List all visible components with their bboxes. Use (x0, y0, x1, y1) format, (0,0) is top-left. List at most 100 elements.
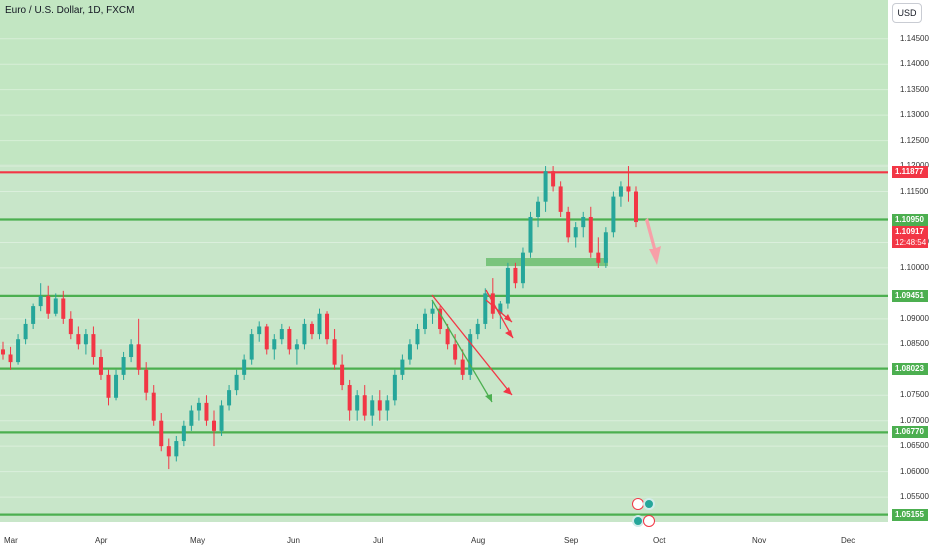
price-tick-label: 1.06000 (900, 466, 929, 476)
bullish-zone-shading (0, 164, 888, 522)
candle-body (596, 252, 601, 263)
price-tick-label: 1.08500 (900, 339, 929, 349)
candles (1, 166, 638, 470)
time-tick-label: Aug (471, 536, 486, 545)
candle-body (38, 295, 43, 307)
level-price-tag: 1.11877 (892, 166, 928, 179)
candle-body (279, 329, 284, 340)
price-tick-label: 1.13000 (900, 110, 929, 120)
candle-body (151, 392, 156, 421)
candle-body (528, 216, 533, 253)
candle-body (309, 323, 314, 335)
candle-body (551, 171, 556, 187)
candle-body (23, 323, 28, 340)
candle-body (264, 326, 269, 350)
candle-body (385, 400, 390, 411)
candle-body (294, 344, 299, 350)
price-tick-label: 1.13500 (900, 84, 929, 94)
candle-body (340, 364, 345, 386)
currency-button[interactable]: USD (892, 3, 922, 23)
arrow-head-2 (485, 394, 492, 402)
time-tick-label: Nov (752, 536, 767, 545)
candle-body (573, 227, 578, 238)
candle-body (377, 400, 382, 411)
candle-body (31, 306, 36, 324)
time-axis-bg (0, 530, 932, 550)
candle-body (212, 420, 216, 431)
price-tick-label: 1.09000 (900, 313, 929, 323)
candle-body (558, 186, 563, 212)
candle-body (370, 400, 375, 416)
candle-body (174, 441, 179, 457)
grid (0, 38, 888, 498)
candle-body (196, 402, 201, 411)
candle-body (543, 171, 548, 202)
time-tick-label: May (190, 536, 206, 545)
time-tick-label: Dec (841, 536, 856, 545)
candle-body (520, 252, 525, 284)
candle-body (634, 191, 638, 223)
candle-body (144, 369, 149, 393)
candle-body (362, 395, 367, 416)
arrow-line-2 (431, 299, 493, 403)
event-icon-flag[interactable] (643, 515, 655, 527)
candle-body (106, 374, 111, 398)
candle-body (242, 359, 247, 375)
candle-body (505, 267, 510, 304)
candle-body (181, 425, 186, 442)
candle-body (355, 395, 360, 411)
candle-body (114, 374, 119, 398)
price-axis-bg (888, 0, 932, 550)
candle-body (445, 329, 450, 345)
candle-body (332, 339, 337, 365)
candle-body (566, 211, 571, 238)
candle-body (204, 402, 209, 421)
price-tick-label: 1.14500 (900, 33, 929, 43)
candle-body (287, 329, 292, 350)
candle-body (498, 303, 503, 314)
candle-body (257, 326, 262, 335)
candle-body (513, 267, 518, 284)
candle-body (453, 344, 458, 360)
chart-title: Euro / U.S. Dollar, 1D, FXCM (5, 5, 135, 16)
arrow-head-4 (504, 314, 512, 322)
candle-body (249, 334, 254, 360)
candle-body (475, 323, 480, 335)
candle-body (136, 344, 141, 370)
candle-body (392, 374, 397, 401)
arrow-head-1 (503, 387, 512, 395)
demand-zone-box (486, 258, 608, 266)
candle-body (46, 295, 51, 314)
time-tick-label: Mar (4, 536, 18, 545)
price-tick-label: 1.07000 (900, 415, 929, 425)
candle-body (129, 344, 134, 358)
candle-body (317, 313, 322, 335)
candle-body (68, 318, 73, 335)
candle-body (400, 359, 405, 375)
above-resistance-shading (0, 0, 888, 164)
candle-body (618, 186, 623, 197)
candle-body (219, 405, 224, 431)
candle-body (626, 186, 631, 192)
candle-body (347, 385, 352, 411)
candle-body (407, 344, 412, 360)
forecast-arrow (645, 218, 661, 265)
candle-body (415, 329, 420, 345)
candle-body (430, 308, 435, 314)
arrow-line-3 (485, 289, 514, 339)
price-tick-label: 1.10000 (900, 262, 929, 272)
candle-body (83, 334, 88, 345)
candle-body (76, 334, 81, 345)
candle-body (98, 357, 103, 375)
candle-body (272, 339, 277, 350)
level-price-tag: 1.08023 (892, 362, 928, 375)
candle-body (423, 313, 427, 330)
candle-body (234, 374, 239, 391)
event-icon-earnings[interactable] (643, 498, 655, 510)
candle-body (581, 216, 586, 228)
price-tick-label: 1.12500 (900, 135, 929, 145)
candle-body (483, 293, 488, 324)
candle-body (302, 323, 307, 345)
candle-body (189, 410, 194, 426)
